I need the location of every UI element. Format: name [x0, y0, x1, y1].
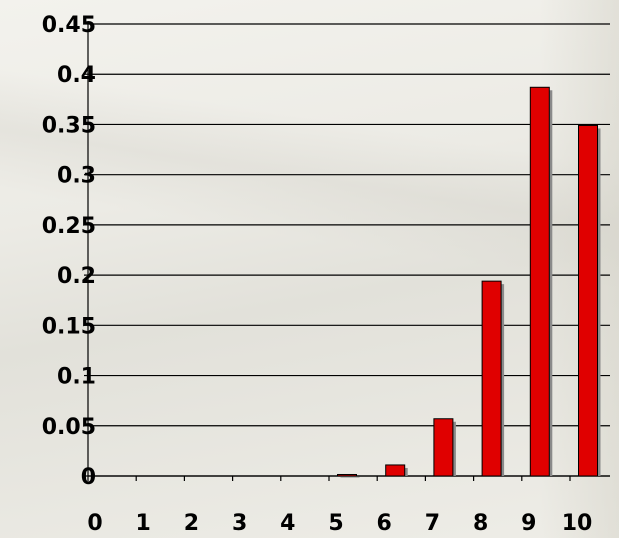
y-tick-label: 0.05: [42, 415, 96, 440]
x-tick-label: 2: [184, 511, 199, 536]
bars: [337, 86, 598, 477]
x-tick-labels: 0 1 2 3 4 5 6 7 8 9 10: [87, 511, 592, 536]
y-tick-label: 0.2: [57, 264, 96, 289]
y-tick-label: 0.4: [57, 63, 96, 88]
bar-shadows: [340, 90, 601, 478]
y-tick-label: 0.25: [42, 214, 96, 239]
bar-10: [578, 124, 598, 477]
bar-7: [433, 418, 454, 477]
y-tick-label: 0.35: [42, 113, 96, 138]
y-tick-labels: 0 0.05 0.1 0.15 0.2 0.25 0.3 0.35 0.4 0.45: [42, 13, 96, 490]
x-tick-label: 5: [328, 511, 343, 536]
bar-5: [337, 473, 357, 477]
bar-shadow: [340, 477, 360, 478]
x-tick-label: 10: [562, 511, 593, 536]
x-tick-label: 4: [280, 511, 295, 536]
bar-6: [385, 464, 406, 477]
y-tick-label: 0.45: [42, 13, 96, 38]
x-tick-label: 9: [521, 511, 536, 536]
y-tick-label: 0.1: [57, 365, 96, 390]
bar-8: [481, 280, 502, 477]
x-tick-label: 3: [232, 511, 247, 536]
bar-9: [529, 86, 550, 477]
y-tick-label: 0.3: [57, 164, 96, 189]
x-tick-label: 6: [377, 511, 392, 536]
gridlines: [88, 23, 610, 477]
y-tick-label: 0: [81, 465, 96, 490]
x-tick-label: 0: [87, 511, 102, 536]
x-tick-label: 8: [473, 511, 488, 536]
x-tick-label: 7: [425, 511, 440, 536]
x-tick-label: 1: [136, 511, 151, 536]
y-tick-label: 0.15: [42, 314, 96, 339]
